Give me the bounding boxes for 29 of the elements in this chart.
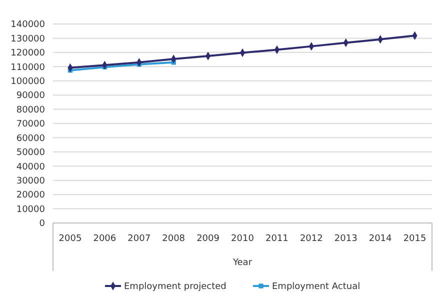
x-tick-label: 2007 [128,234,151,244]
x-axis-title: Year [232,258,252,268]
y-tick-label: 50000 [16,148,46,158]
x-tick-label: 2006 [93,234,116,244]
y-tick-label: 100000 [10,77,46,88]
x-tick-label: 2010 [231,234,254,244]
y-tick-label: 40000 [16,162,46,172]
x-tick-label: 2015 [403,234,426,244]
x-tick-label: 2011 [266,234,288,244]
x-tick-label: 2014 [368,234,392,244]
x-tick-label: 2008 [162,234,186,244]
y-tick-label: 90000 [16,91,46,102]
y-tick-label: 70000 [16,120,46,130]
y-tick-label: 140000 [10,20,46,30]
y-tick-label: 120000 [10,48,46,59]
legend-label: Employment projected [124,282,226,292]
y-tick-label: 20000 [16,190,46,201]
y-tick-label: 110000 [10,62,46,73]
y-tick-label: 60000 [16,134,46,144]
x-tick-label: 2009 [196,234,220,244]
x-tick-label: 2005 [58,234,82,244]
y-tick-label: 130000 [10,34,46,44]
y-tick-label: 0 [39,219,46,230]
y-tick-label: 30000 [16,176,46,187]
y-tick-label: 80000 [16,105,46,116]
y-tick-label: 10000 [16,204,46,215]
x-tick-label: 2012 [300,234,323,244]
legend-label: Employment Actual [272,282,360,292]
x-tick-label: 2013 [334,234,358,244]
